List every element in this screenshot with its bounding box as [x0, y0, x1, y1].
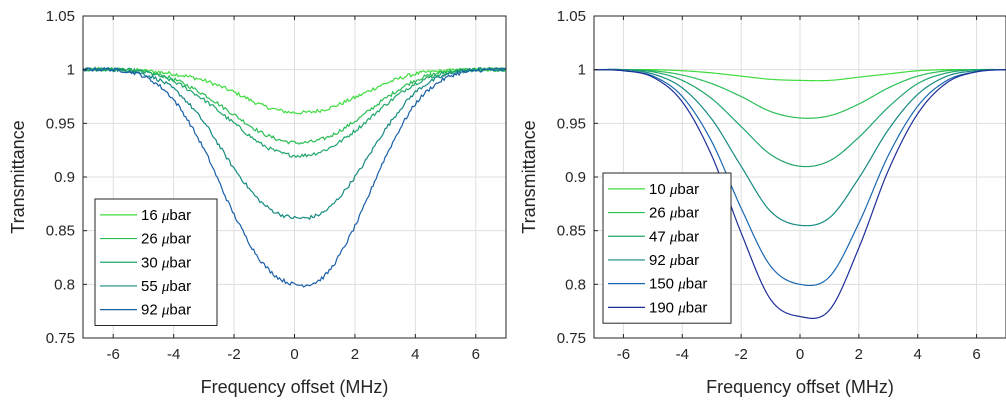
x-tick-label: -6 [617, 346, 630, 363]
y-tick-label: 0.9 [565, 169, 586, 186]
y-tick-label: 0.95 [557, 115, 586, 132]
y-tick-label: 1.05 [46, 8, 75, 25]
legend-box [602, 172, 732, 324]
x-tick-label: -2 [227, 346, 240, 363]
y-tick-label: 1 [578, 62, 586, 79]
series-line [593, 69, 1006, 287]
legend: 10 μbar 26 μbar 47 μbar 92 μbar 150 μbar 190 … [602, 172, 732, 324]
chart-panel-2: -6 -4 -2 0 2 4 6 0.75 0.8 0.85 0.9 0.95 1 1.05 Frequen… [519, 8, 1006, 397]
series-line [593, 69, 1006, 319]
y-axis-label: Transmittance [8, 120, 28, 233]
legend: 16 μbar 26 μbar 30 μbar 55 μbar 92 μbar [94, 198, 218, 326]
series-line [593, 68, 1006, 227]
x-tick-label: -4 [676, 346, 689, 363]
x-tick-label: 0 [796, 346, 804, 363]
legend-label: 150 μbar [649, 276, 707, 293]
x-axis-label: Frequency offset (MHz) [706, 377, 894, 397]
y-tick-label: 0.75 [46, 330, 75, 347]
legend-label: 92 μbar [649, 252, 699, 269]
legend-label: 55 μbar [141, 278, 191, 295]
x-axis-label: Frequency offset (MHz) [201, 377, 389, 397]
x-tick-label: -6 [107, 346, 120, 363]
legend-label: 47 μbar [649, 228, 699, 245]
y-tick-label: 1.05 [557, 8, 586, 25]
series-line [82, 66, 507, 288]
series-line [82, 66, 507, 159]
legend-label: 190 μbar [649, 299, 707, 316]
x-tick-label: 0 [290, 346, 298, 363]
chart-panel-1: -6 -4 -2 0 2 4 6 0.75 0.8 0.85 0.9 0.95 1 1.05 Frequen… [8, 8, 507, 397]
y-tick-label: 0.75 [557, 330, 586, 347]
series-line [82, 67, 507, 115]
legend-label: 92 μbar [141, 302, 191, 319]
x-tick-label: 2 [351, 346, 359, 363]
series-line [594, 68, 1006, 119]
x-tick-label: 2 [855, 346, 863, 363]
legend-label: 10 μbar [649, 181, 699, 198]
y-tick-label: 0.85 [557, 223, 586, 240]
x-tick-label: 6 [972, 346, 980, 363]
legend-label: 26 μbar [141, 231, 191, 248]
legend-label: 30 μbar [141, 254, 191, 271]
x-tick-label: 4 [914, 346, 922, 363]
x-tick-label: -2 [734, 346, 747, 363]
y-tick-label: 0.8 [54, 276, 75, 293]
y-tick-label: 1 [67, 62, 75, 79]
y-tick-label: 0.9 [54, 169, 75, 186]
x-tick-label: 6 [472, 346, 480, 363]
y-tick-label: 0.8 [565, 276, 586, 293]
legend-label: 16 μbar [141, 207, 191, 224]
series-line [593, 68, 1006, 168]
y-tick-label: 0.85 [46, 223, 75, 240]
x-tick-label: -4 [167, 346, 180, 363]
series-line [82, 66, 507, 145]
series-line [594, 68, 1006, 82]
series-line [82, 66, 507, 221]
y-tick-label: 0.95 [46, 115, 75, 132]
x-tick-label: 4 [411, 346, 419, 363]
legend-label: 26 μbar [649, 205, 699, 222]
y-axis-label: Transmittance [519, 120, 539, 233]
